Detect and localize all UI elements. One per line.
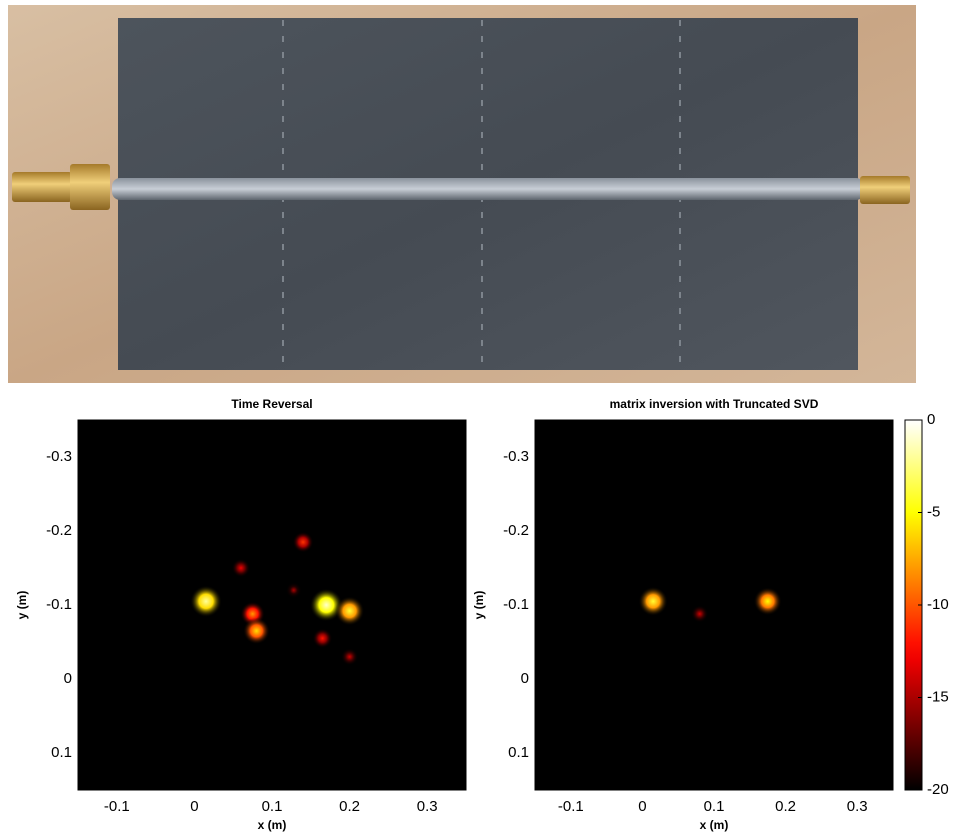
- heat-spot: [753, 587, 782, 616]
- colorbar-tick-label: -15: [927, 688, 949, 705]
- heat-spot: [243, 617, 270, 645]
- x-tick-label: -0.1: [558, 798, 584, 815]
- colorbar-tick-label: 0: [927, 411, 935, 428]
- chart-title: Time Reversal: [231, 397, 312, 411]
- colorbar-tick-label: -20: [927, 781, 949, 798]
- y-tick-label: 0: [64, 670, 72, 687]
- heat-spot: [309, 588, 343, 622]
- y-tick-label: -0.1: [46, 596, 72, 613]
- connector: [12, 172, 72, 202]
- spots: [190, 531, 365, 666]
- x-axis-label: x (m): [258, 818, 287, 832]
- x-tick-label: 0.1: [704, 798, 725, 815]
- colorbar-tick-label: -5: [927, 503, 940, 520]
- y-axis-label: y (m): [472, 591, 486, 620]
- y-tick-label: -0.2: [503, 522, 529, 539]
- x-tick-label: 0: [638, 798, 646, 815]
- y-axis-label: y (m): [15, 591, 29, 620]
- y-tick-label: -0.3: [46, 448, 72, 465]
- heat-spot: [292, 531, 314, 553]
- heat-spot: [231, 558, 251, 578]
- x-tick-label: 0: [190, 798, 198, 815]
- plot-background: [535, 420, 893, 790]
- connector: [860, 176, 910, 204]
- y-tick-label: -0.2: [46, 522, 72, 539]
- heat-spot: [335, 596, 365, 626]
- x-tick-label: 0.3: [847, 798, 868, 815]
- heat-spot: [341, 648, 359, 666]
- plot-background: [78, 420, 466, 790]
- heat-spot: [638, 586, 668, 616]
- connector: [70, 164, 110, 210]
- photo: [8, 5, 916, 383]
- microstrip: [112, 178, 864, 200]
- y-tick-label: -0.3: [503, 448, 529, 465]
- colorbar-tick-label: -10: [927, 596, 949, 613]
- x-axis-label: x (m): [700, 818, 729, 832]
- y-tick-label: 0: [521, 670, 529, 687]
- heat-spot: [190, 585, 222, 618]
- heat-spot: [285, 582, 302, 599]
- axes-frame: [77, 419, 467, 791]
- x-tick-label: 0.2: [339, 798, 360, 815]
- y-tick-label: 0.1: [508, 744, 529, 761]
- y-tick-label: -0.1: [503, 596, 529, 613]
- x-tick-label: 0.3: [417, 798, 438, 815]
- spots: [638, 586, 782, 623]
- y-tick-label: 0.1: [51, 744, 72, 761]
- heat-spot: [312, 628, 333, 649]
- heat-spot: [691, 605, 709, 623]
- axes-frame: [534, 419, 894, 791]
- chart-title: matrix inversion with Truncated SVD: [610, 397, 819, 411]
- x-tick-label: -0.1: [104, 798, 130, 815]
- x-tick-label: 0.2: [775, 798, 796, 815]
- x-tick-label: 0.1: [262, 798, 283, 815]
